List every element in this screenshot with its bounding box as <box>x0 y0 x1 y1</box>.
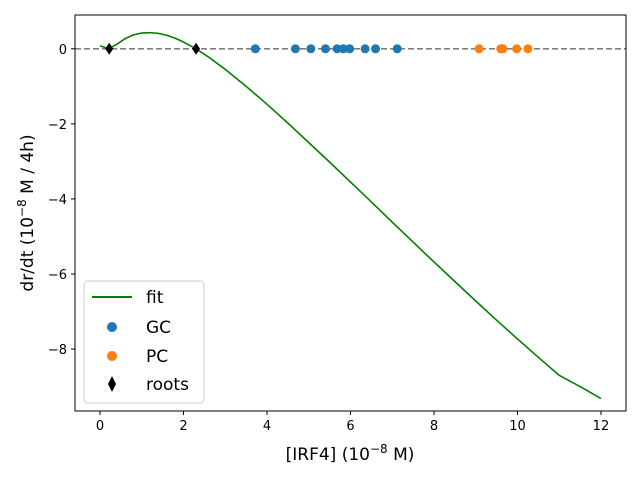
legend-swatch-pc <box>107 351 117 361</box>
legend: fit GC PC roots <box>83 280 205 404</box>
y-tick-label: −6 <box>48 268 67 283</box>
y-tick-label: −4 <box>48 193 67 208</box>
gc-point <box>338 44 348 54</box>
x-tick-label: 2 <box>179 419 187 434</box>
legend-swatch-roots <box>108 376 116 392</box>
pc-point <box>498 44 508 54</box>
x-tick-label: 0 <box>96 419 104 434</box>
legend-label-gc: GC <box>146 318 171 338</box>
y-tick-label: −8 <box>48 343 67 358</box>
legend-label-fit: fit <box>146 288 164 308</box>
x-tick-label: 12 <box>593 419 610 434</box>
gc-point <box>290 44 300 54</box>
x-axis-label-exponent: −8 <box>370 442 388 456</box>
roots-point <box>105 42 114 55</box>
gc-point <box>332 44 342 54</box>
x-tick-label: 8 <box>430 419 438 434</box>
gc-point <box>392 44 402 54</box>
gc-point <box>306 44 316 54</box>
legend-swatch-gc <box>107 322 117 332</box>
pc-point <box>523 44 533 54</box>
y-axis-label: dr/dt (10−8 M / 4h) <box>15 134 38 291</box>
pc-point <box>474 44 484 54</box>
legend-box <box>83 280 205 404</box>
pc-point <box>512 44 522 54</box>
y-axis-label-exponent: −8 <box>15 199 29 217</box>
x-axis-label: [IRF4] (10−8 M) <box>286 442 415 465</box>
gc-point <box>360 44 370 54</box>
gc-point <box>371 44 381 54</box>
y-tick-label: 0 <box>59 43 67 58</box>
fit-line <box>99 31 602 400</box>
plot-area <box>75 31 626 400</box>
roots-point <box>192 42 201 55</box>
x-tick-label: 4 <box>263 419 271 434</box>
legend-label-pc: PC <box>146 347 168 367</box>
x-tick-label: 10 <box>509 419 526 434</box>
y-tick-label: −2 <box>48 118 67 133</box>
gc-point <box>250 44 260 54</box>
legend-label-roots: roots <box>146 375 189 395</box>
axis-ticks: 0 2 4 6 8 10 12 0 −2 −4 −6 −8 <box>48 43 609 434</box>
gc-point <box>320 44 330 54</box>
gc-point <box>345 44 355 54</box>
x-tick-label: 6 <box>346 419 354 434</box>
